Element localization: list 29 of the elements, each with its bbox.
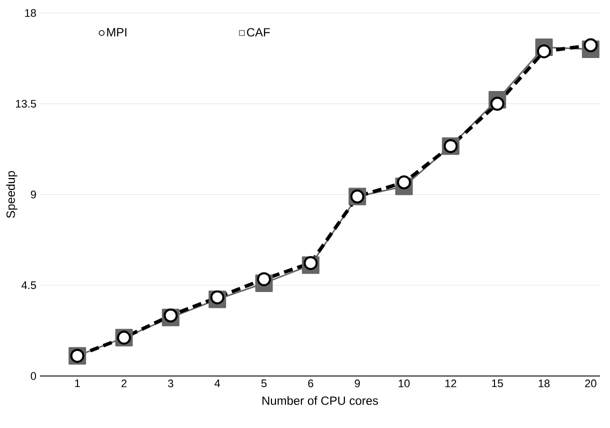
x-tick-label: 4 [214, 380, 220, 388]
y-tick-label: 9 [30, 190, 36, 198]
legend-label: CAF [246, 28, 270, 37]
point [490, 96, 504, 111]
x-tick-label: 12 [445, 380, 456, 388]
x-tick-label: 9 [354, 380, 360, 388]
x-tick-label: 18 [538, 380, 550, 388]
point [164, 308, 178, 322]
x-tick-label: 6 [308, 380, 314, 388]
x-tick-label: 1 [75, 380, 80, 388]
x-tick-label: 20 [585, 380, 596, 388]
point [304, 256, 318, 270]
y-tick-label: 0 [30, 372, 36, 380]
point [584, 38, 598, 52]
y-tick-label: 4.5 [21, 281, 36, 290]
point [210, 290, 224, 304]
x-tick-label: 3 [168, 380, 174, 388]
x-tick-label: 2 [122, 380, 126, 388]
y-tick-label: 18 [25, 9, 36, 17]
x-tick-label: 5 [261, 380, 267, 388]
legend-label: MPI [107, 28, 126, 36]
y-tick-label: 13.5 [16, 100, 36, 108]
x-tick-label: 10 [398, 380, 410, 388]
x-axis-title: Number of CPU cores [262, 396, 378, 405]
point [397, 175, 412, 190]
x-tick-label: 15 [492, 380, 503, 388]
y-axis-title: Speedup [6, 171, 18, 218]
point [537, 44, 552, 58]
point [257, 272, 272, 286]
